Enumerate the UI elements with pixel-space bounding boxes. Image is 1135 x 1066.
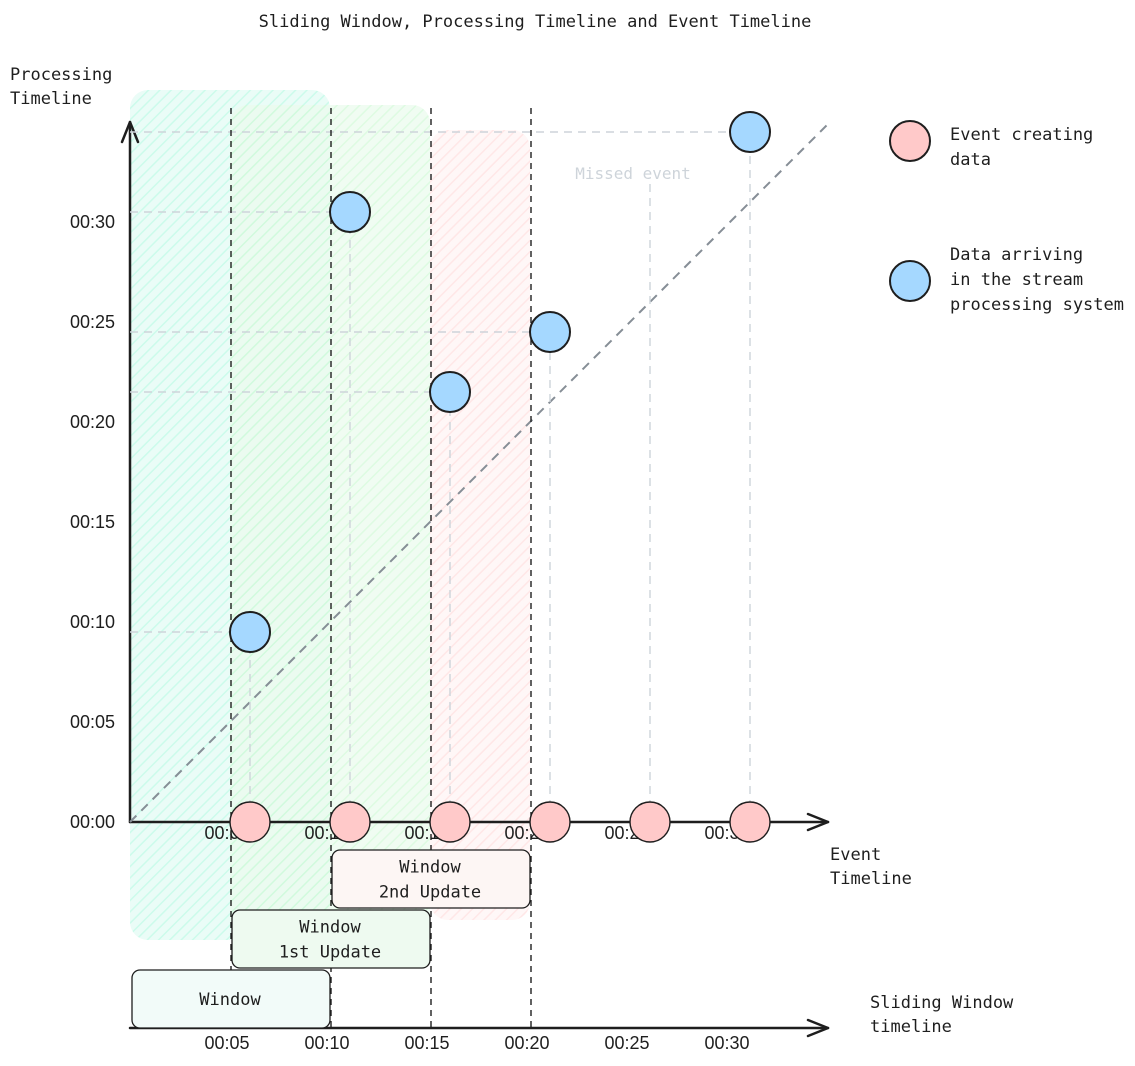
event-point: [729, 801, 771, 843]
window-box: Window 1st Update: [231, 909, 431, 969]
window-box-frame: [131, 969, 331, 1029]
legend-event-line-1: Event creating: [950, 125, 1093, 145]
guide-lines: [130, 131, 751, 822]
window-box-label: 2nd Update: [379, 883, 481, 903]
y-tick-label: 00:00: [70, 812, 115, 832]
event-point: [629, 801, 671, 843]
window-box-label: Window: [299, 918, 361, 938]
y-axis-label-line-1: Processing: [10, 65, 112, 85]
window-box-frame: [231, 909, 431, 969]
y-tick-label: 00:10: [70, 612, 115, 632]
window-box-frame: [331, 849, 531, 909]
window-axis-label-line-1: Sliding Window: [870, 993, 1014, 1013]
event-point: [529, 801, 571, 843]
legend-event-label: Event creating data: [950, 125, 1104, 170]
y-tick-label: 00:05: [70, 712, 115, 732]
x-axis-label-line-1: Event: [830, 845, 881, 865]
window-tick-label: 00:05: [204, 1033, 249, 1053]
window-box-label: 1st Update: [279, 943, 381, 963]
diagonal-reference-line: [129, 123, 829, 823]
legend-arrival-line-3: processing system: [950, 295, 1124, 315]
window-band-second-update: [430, 130, 530, 920]
event-point: [229, 801, 271, 843]
window-tick-label: 00:25: [604, 1033, 649, 1053]
window-axis-arrow-icon: [806, 1018, 830, 1038]
y-tick-label: 00:25: [70, 312, 115, 332]
window-tick-label: 00:15: [404, 1033, 449, 1053]
legend-arrival-line-2: in the stream: [950, 270, 1083, 290]
diagram-title: Sliding Window, Processing Timeline and …: [259, 12, 812, 32]
missed-event-label: Missed event: [575, 164, 691, 183]
window-axis-ticks: 00:05 00:10 00:15 00:20 00:25 00:30: [204, 1033, 749, 1053]
y-axis-label-line-2: Timeline: [10, 89, 92, 109]
window-tick-label: 00:10: [304, 1033, 349, 1053]
y-tick-label: 00:20: [70, 412, 115, 432]
window-axis-label-line-2: timeline: [870, 1017, 952, 1037]
arrival-point: [329, 191, 371, 233]
legend: Event creating data Data arriving in the…: [889, 120, 1124, 315]
x-axis-label-line-2: Timeline: [830, 869, 912, 889]
window-box-label: Window: [199, 990, 261, 1010]
arrival-point: [729, 111, 771, 153]
event-points: [229, 111, 771, 843]
window-axis-label: Sliding Window timeline: [870, 993, 1024, 1037]
arrival-point: [229, 611, 271, 653]
arrival-point: [529, 311, 571, 353]
window-box-label: Window: [399, 858, 461, 878]
window-box: Window: [131, 969, 331, 1029]
y-axis-arrow-icon: [120, 120, 140, 144]
window-tick-label: 00:30: [704, 1033, 749, 1053]
y-tick-label: 00:30: [70, 212, 115, 232]
y-axis-ticks: 00:00 00:05 00:10 00:15 00:20 00:25 00:30: [70, 212, 115, 832]
arrival-point: [429, 371, 471, 413]
event-point: [329, 801, 371, 843]
pink-circle-icon: [889, 120, 931, 162]
y-tick-label: 00:15: [70, 512, 115, 532]
x-axis-label: Event Timeline: [830, 845, 912, 889]
legend-arrival-line-1: Data arriving: [950, 245, 1083, 265]
legend-arrival-label: Data arriving in the stream processing s…: [950, 245, 1124, 315]
legend-event-line-2: data: [950, 150, 991, 170]
window-boxes: Window Window 1st Update Window 2nd Update: [131, 849, 531, 1029]
event-point: [429, 801, 471, 843]
window-tick-label: 00:20: [504, 1033, 549, 1053]
window-band-first-update: [230, 105, 430, 940]
blue-circle-icon: [889, 260, 931, 302]
window-box: Window 2nd Update: [331, 849, 531, 909]
x-axis-arrow-icon: [806, 812, 830, 832]
y-axis-label: Processing Timeline: [10, 65, 123, 109]
